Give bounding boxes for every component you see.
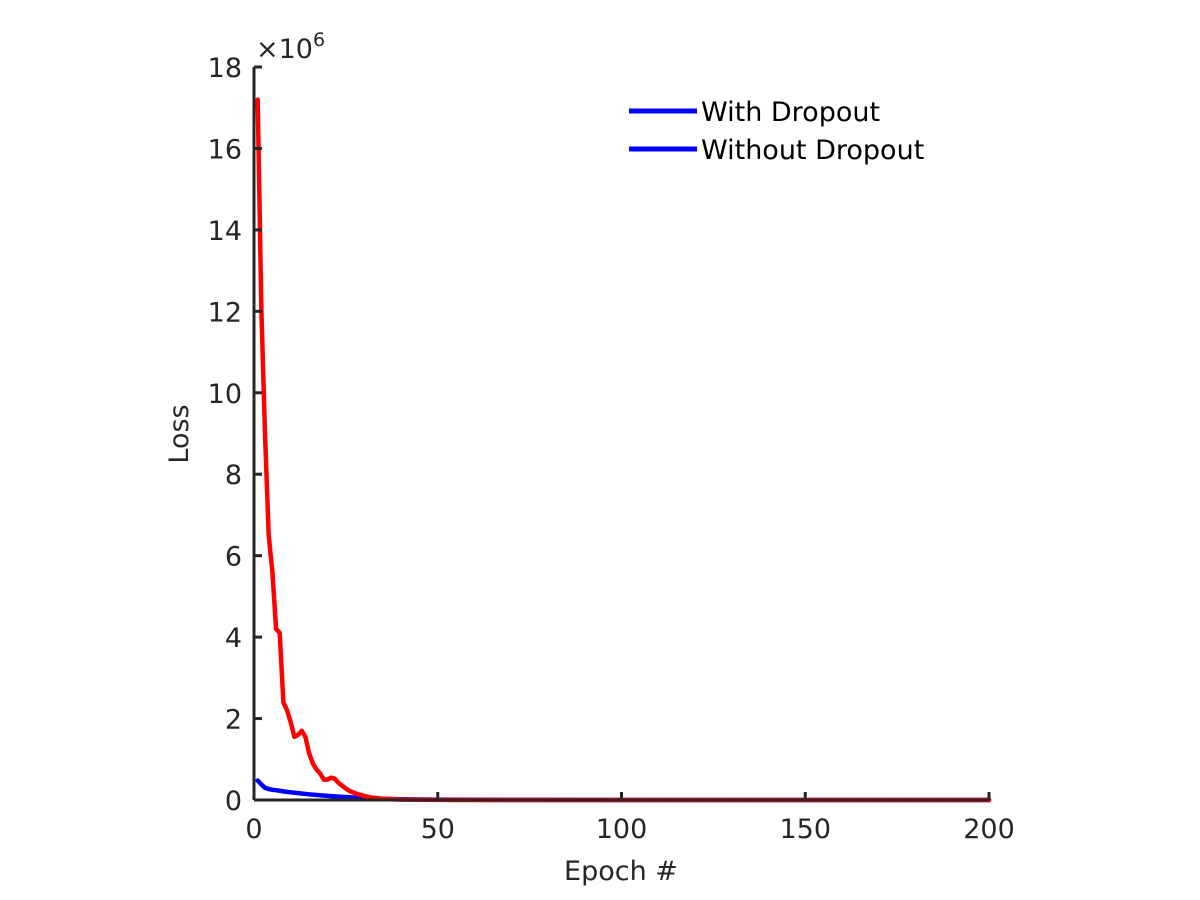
y-tick-label: 16 — [208, 134, 242, 165]
series-line-2 — [255, 97, 992, 803]
y-tick-label: 12 — [208, 297, 242, 328]
y-tick-label: 18 — [208, 53, 242, 84]
y-axis-exponent: ×106 — [256, 29, 325, 65]
x-tick-label: 0 — [245, 814, 262, 845]
y-tick-label: 0 — [225, 786, 242, 817]
y-tick-label: 14 — [208, 216, 242, 247]
exponent-power: 6 — [313, 29, 325, 51]
series-layer — [255, 97, 992, 803]
legend-label-2: Without Dropout — [701, 135, 924, 166]
y-tick-label: 6 — [225, 542, 242, 573]
x-axis-label: Epoch # — [564, 856, 678, 887]
x-tick-label: 200 — [963, 814, 1015, 845]
exponent-base: ×10 — [256, 34, 313, 65]
y-tick-label: 8 — [225, 460, 242, 491]
y-tick-label: 10 — [208, 379, 242, 410]
legend-label-1: With Dropout — [701, 97, 880, 128]
x-tick-label: 50 — [421, 814, 455, 845]
x-tick-label: 150 — [779, 814, 831, 845]
axes-layer: 0 50 100 150 200 0 2 4 6 8 10 12 14 16 18 — [208, 53, 1015, 845]
y-tick-label: 4 — [225, 623, 242, 654]
y-tick-label: 2 — [225, 705, 242, 736]
legend: With Dropout Without Dropout — [629, 97, 924, 166]
labels-layer: Epoch # Loss ×106 — [164, 29, 678, 887]
x-tick-label: 100 — [596, 814, 648, 845]
y-axis-label: Loss — [164, 404, 195, 463]
